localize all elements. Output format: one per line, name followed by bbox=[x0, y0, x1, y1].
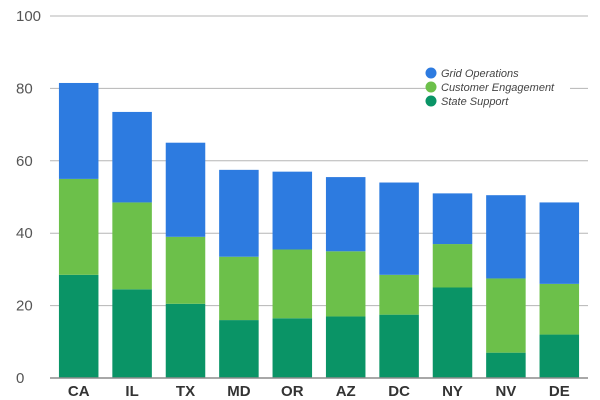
legend-marker bbox=[425, 67, 437, 79]
bar-segment bbox=[325, 316, 366, 378]
axes: 0 20 40 60 80 100 CA IL TX MD OR AZ DC NY NV DE bbox=[16, 8, 588, 400]
bar-segment bbox=[379, 274, 419, 315]
bar-segment bbox=[379, 314, 419, 378]
bar-segment bbox=[486, 195, 526, 279]
bar-segment bbox=[219, 256, 259, 321]
legend-marker bbox=[425, 95, 437, 107]
bar-segment bbox=[58, 82, 99, 179]
bar-segment bbox=[325, 177, 366, 252]
legend: Grid Operations Customer Engagement State … bbox=[425, 67, 570, 108]
bar-segment bbox=[219, 320, 259, 378]
legend-label: Customer Engagement bbox=[441, 82, 555, 94]
bar-segment bbox=[432, 244, 473, 288]
bar-segment bbox=[539, 334, 580, 378]
y-tick-label: 60 bbox=[16, 153, 33, 170]
legend-bg bbox=[426, 68, 570, 80]
bar-segment bbox=[432, 193, 473, 245]
y-tick-label: 100 bbox=[16, 8, 41, 25]
x-tick-label: DC bbox=[388, 383, 410, 400]
bar-segment bbox=[379, 182, 419, 275]
bar-segment bbox=[486, 278, 526, 353]
bar-segment bbox=[539, 202, 580, 284]
bar-segment bbox=[58, 274, 99, 378]
x-tick-label: AZ bbox=[336, 383, 356, 400]
bar-segment bbox=[272, 318, 313, 378]
legend-bg bbox=[426, 96, 570, 108]
x-tick-label: IL bbox=[125, 383, 138, 400]
bar-segment bbox=[486, 352, 526, 378]
x-tick-label: NV bbox=[495, 383, 516, 400]
x-tick-label: TX bbox=[176, 383, 195, 400]
x-tick-label: MD bbox=[227, 383, 250, 400]
legend-marker bbox=[425, 81, 437, 93]
bar-segment bbox=[112, 202, 152, 290]
y-tick-label: 0 bbox=[16, 370, 24, 387]
bar-segment bbox=[325, 251, 366, 317]
bar-segment bbox=[112, 289, 152, 378]
legend-label: Grid Operations bbox=[441, 68, 519, 80]
bar-segment bbox=[272, 249, 313, 319]
legend-label: State Support bbox=[441, 96, 509, 108]
bar-segment bbox=[165, 142, 206, 237]
x-tick-label: OR bbox=[281, 383, 304, 400]
y-tick-label: 20 bbox=[16, 298, 33, 315]
bars bbox=[58, 82, 580, 378]
bar-segment bbox=[165, 236, 206, 304]
x-tick-label: CA bbox=[68, 383, 90, 400]
bar-segment bbox=[165, 303, 206, 378]
bar-segment bbox=[432, 287, 473, 378]
bar-segment bbox=[272, 171, 313, 250]
bar-segment bbox=[539, 283, 580, 335]
y-tick-label: 80 bbox=[16, 80, 33, 97]
bar-segment bbox=[219, 169, 259, 257]
bar-segment bbox=[112, 111, 152, 203]
bar-segment bbox=[58, 178, 99, 275]
x-tick-label: NY bbox=[442, 383, 463, 400]
x-tick-label: DE bbox=[549, 383, 570, 400]
y-tick-label: 40 bbox=[16, 225, 33, 242]
legend-bg bbox=[426, 82, 570, 94]
